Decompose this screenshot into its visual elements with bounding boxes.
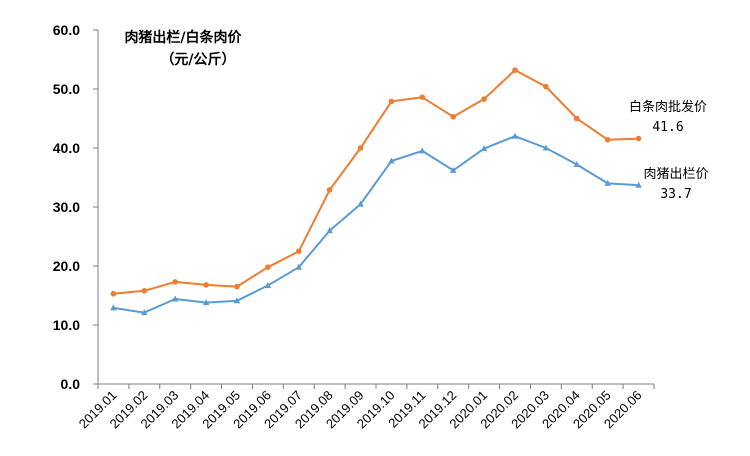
data-point — [511, 132, 519, 139]
series-group — [110, 67, 642, 316]
data-point — [295, 263, 302, 270]
data-point — [234, 283, 240, 290]
data-point — [481, 96, 487, 102]
data-point — [326, 227, 333, 234]
data-point — [388, 157, 395, 164]
data-point — [110, 290, 117, 297]
axes — [93, 29, 655, 389]
data-point — [265, 264, 271, 270]
data-point — [512, 67, 518, 73]
data-point — [573, 115, 580, 122]
data-point — [172, 295, 179, 302]
data-point — [326, 187, 333, 193]
data-point — [357, 145, 364, 151]
y-tick-label: 40.0 — [53, 140, 80, 156]
y-tick-label: 0.0 — [61, 376, 81, 392]
series-1 — [110, 132, 642, 316]
data-point — [419, 147, 426, 154]
series-label-hog: 肉猪出栏价 — [643, 167, 708, 182]
data-point — [141, 309, 148, 316]
y-tick-label: 10.0 — [53, 317, 80, 333]
data-point — [480, 145, 488, 152]
data-point — [202, 299, 210, 306]
data-point — [233, 297, 241, 304]
series-value-hog: 33.7 — [660, 187, 691, 202]
data-point — [450, 113, 457, 120]
data-point — [635, 135, 642, 142]
data-point — [388, 98, 395, 105]
data-point — [295, 248, 302, 255]
data-point — [419, 94, 426, 101]
series-label-wholesale: 白条肉批发价 — [629, 99, 707, 115]
data-point — [604, 136, 611, 143]
data-point — [635, 181, 642, 188]
data-point — [264, 282, 272, 288]
data-point — [203, 282, 209, 288]
chart-subtitle: （元/公斤） — [160, 51, 235, 68]
data-point — [141, 287, 148, 294]
series-line — [113, 69, 639, 295]
x-tick-labels: 2019.012019.022019.032019.042019.052019.… — [76, 388, 645, 432]
y-tick-label: 60.0 — [53, 22, 80, 38]
y-tick-label: 20.0 — [53, 258, 80, 274]
data-point — [604, 179, 611, 186]
series-line — [113, 135, 639, 314]
y-tick-label: 50.0 — [53, 81, 80, 97]
data-point — [450, 166, 457, 173]
y-tick-label: 30.0 — [53, 199, 80, 215]
data-point — [573, 161, 580, 167]
y-tick-labels: 0.0 10.0 20.0 30.0 40.0 50.0 60.0 — [53, 22, 80, 392]
series-value-wholesale: 41.6 — [652, 120, 683, 135]
data-point — [357, 200, 364, 207]
chart-title: 肉猪出栏/白条肉价 — [124, 29, 242, 46]
data-point — [110, 304, 117, 311]
data-point — [543, 83, 549, 90]
data-point — [172, 279, 179, 285]
data-point — [542, 144, 550, 151]
series-0 — [110, 67, 642, 297]
